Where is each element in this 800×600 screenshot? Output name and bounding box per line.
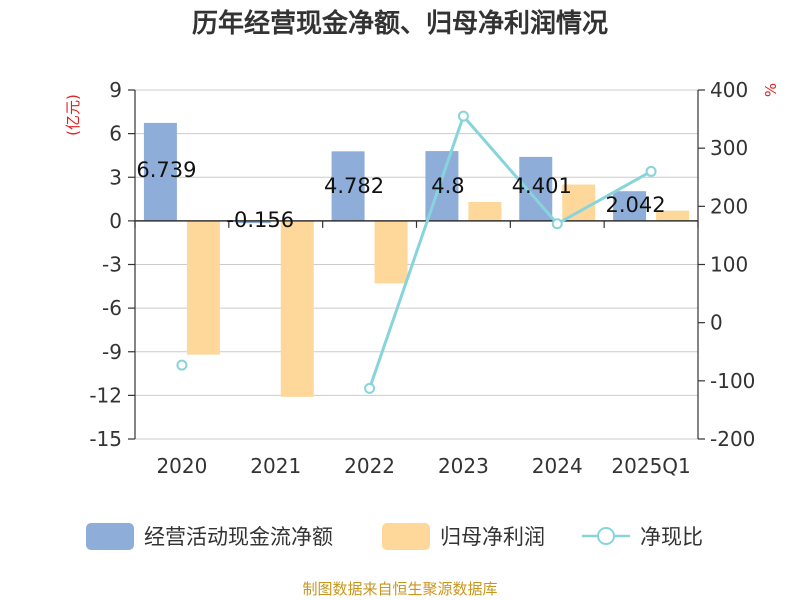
net-profit-bar: [562, 184, 596, 221]
bars: [143, 122, 690, 397]
left-tick-label: -15: [89, 427, 122, 451]
cashflow-data-label: 4.782: [324, 174, 384, 198]
cashflow-bar: [237, 220, 271, 224]
cashflow-data-label: 4.8: [431, 174, 464, 198]
right-tick-label: 400: [710, 78, 748, 102]
cashflow-bar: [613, 191, 647, 221]
right-tick-label: 0: [710, 311, 723, 335]
net-profit-bar: [186, 220, 220, 355]
legend-label: 净现比: [640, 525, 703, 549]
x-category-label: 2023: [438, 454, 489, 478]
right-tick-label: -100: [710, 369, 755, 393]
data-labels: 6.739 -0.156 4.782 4.8 4.401 2.042: [136, 158, 665, 232]
x-category-label: 2021: [250, 454, 301, 478]
left-tick-label: -3: [102, 253, 122, 277]
ratio-point: [551, 218, 563, 230]
left-tick-label: 3: [109, 165, 122, 189]
ratio-point: [176, 359, 188, 371]
net-profit-bar: [374, 220, 408, 284]
x-category-label: 2024: [532, 454, 583, 478]
ratio-line-path: [368, 113, 652, 389]
ratio-point: [645, 165, 657, 177]
legend-item: 归母净利润: [382, 523, 545, 550]
left-tick-label: 6: [109, 122, 122, 146]
ratio-point: [364, 382, 376, 394]
x-category-label: 2022: [344, 454, 395, 478]
left-tick-label: -9: [102, 340, 122, 364]
cashflow-data-label: 6.739: [136, 158, 196, 182]
right-tick-label: 100: [710, 253, 748, 277]
left-axis-unit: (亿元): [64, 94, 82, 136]
x-category-label: 2025Q1: [611, 454, 690, 478]
right-tick-label: 200: [710, 194, 748, 218]
legend-swatch: [382, 523, 430, 550]
net-profit-bar: [280, 220, 314, 397]
legend-item: 净现比: [582, 525, 703, 549]
ratio-point: [457, 110, 469, 122]
legend-swatch: [86, 523, 134, 550]
axes: 9 6 3 0 -3 -6 -9 -12 -15 400 300 200 100 0 -100 -200 202…: [89, 78, 755, 478]
cashflow-data-label: 4.401: [512, 174, 572, 198]
x-category-label: 2020: [156, 454, 207, 478]
legend: 经营活动现金流净额 归母净利润 净现比: [86, 523, 703, 550]
cashflow-data-label: 2.042: [606, 193, 666, 217]
cashflow-bar: [143, 122, 177, 221]
net-profit-bar: [468, 201, 502, 221]
chart-title: 历年经营现金净额、归母净利润情况: [192, 8, 608, 39]
cashflow-data-label: -0.156: [226, 208, 294, 232]
right-tick-label: 300: [710, 136, 748, 160]
right-tick-label: -200: [710, 427, 755, 451]
left-tick-label: -12: [89, 383, 122, 407]
gridlines: [135, 89, 698, 440]
cashflow-bar: [331, 151, 365, 221]
legend-swatch-marker: [597, 527, 615, 545]
legend-item: 经营活动现金流净额: [86, 523, 333, 550]
right-axis-unit: %: [762, 83, 780, 97]
legend-label: 经营活动现金流净额: [144, 525, 333, 549]
legend-label: 归母净利润: [440, 525, 545, 549]
ratio-line: [176, 110, 657, 394]
source-note: 制图数据来自恒生聚源数据库: [302, 580, 497, 598]
net-profit-bar: [656, 210, 690, 221]
left-tick-label: 0: [109, 209, 122, 233]
left-tick-label: -6: [102, 296, 122, 320]
left-tick-label: 9: [109, 78, 122, 102]
